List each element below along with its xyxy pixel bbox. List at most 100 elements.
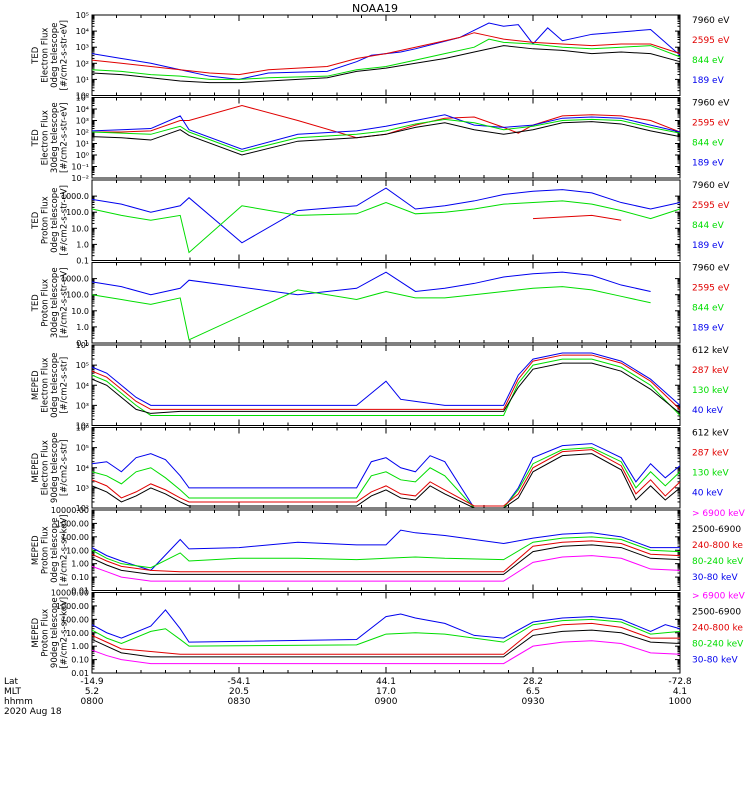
y-tick-label: 100.00 bbox=[61, 615, 89, 624]
series-blue bbox=[91, 22, 681, 80]
panel-4: 0.1 1.0 10.0 100.0 1000.0 TED Proton Flux 30deg… bbox=[31, 262, 730, 348]
series-blue bbox=[91, 271, 651, 296]
y-tick-label: 10⁴ bbox=[76, 27, 89, 36]
y-axis-label: 0deg telescope bbox=[50, 518, 60, 583]
panel-frame bbox=[91, 14, 681, 96]
y-tick-label: 10⁰ bbox=[76, 151, 89, 160]
y-tick-label: 10⁻² bbox=[71, 174, 89, 183]
x-row-value: 0830 bbox=[228, 697, 251, 707]
legend-entry: 844 eV bbox=[692, 139, 725, 149]
series-black bbox=[91, 544, 681, 575]
x-row-value: 17.0 bbox=[376, 687, 396, 697]
x-row-value: 44.1 bbox=[376, 677, 396, 687]
y-tick-label: 10¹ bbox=[76, 75, 89, 84]
legend-entry: 287 keV bbox=[692, 366, 729, 376]
x-row-value: 0930 bbox=[522, 697, 545, 707]
series-blue bbox=[91, 529, 680, 571]
series-magenta bbox=[91, 640, 681, 665]
legend-entry: 189 eV bbox=[692, 159, 725, 169]
x-row-value: -14.9 bbox=[80, 677, 104, 687]
series-blue bbox=[91, 443, 681, 509]
series-green bbox=[91, 200, 681, 254]
y-tick-label: 10² bbox=[76, 422, 89, 431]
series-magenta bbox=[91, 555, 681, 582]
y-tick-label: 10⁴ bbox=[76, 464, 89, 473]
panel-5: 10² 10³ 10⁴ 10⁵ 10⁶ MEPED Electron Flux 0deg te… bbox=[31, 341, 729, 431]
y-tick-label: 1000.0 bbox=[61, 275, 89, 284]
legend-entry: > 6900 keV bbox=[692, 509, 746, 519]
x-row-name: Lat bbox=[4, 677, 19, 687]
y-tick-label: 10² bbox=[76, 59, 89, 68]
legend-entry: 844 eV bbox=[692, 56, 725, 66]
y-axis-label: TED bbox=[31, 294, 41, 313]
y-tick-label: 1.0 bbox=[76, 240, 89, 249]
y-axis-label: [#/cm2-s-str-eV] bbox=[60, 20, 70, 90]
y-tick-label: 10.00 bbox=[66, 546, 89, 555]
date-label: 2020 Aug 18 bbox=[4, 707, 62, 717]
y-tick-label: 0.10 bbox=[71, 656, 89, 665]
y-tick-label: 1000.00 bbox=[56, 519, 89, 528]
panel-frame bbox=[91, 344, 681, 426]
panel-frame bbox=[91, 179, 681, 261]
legend-entry: 30-80 keV bbox=[692, 573, 738, 583]
y-axis-label: MEPED bbox=[31, 370, 41, 400]
legend-entry: 30-80 keV bbox=[692, 656, 738, 666]
legend-entry: 80-240 keV bbox=[692, 557, 744, 567]
y-tick-label: 10³ bbox=[76, 117, 89, 126]
y-tick-label: 1.00 bbox=[71, 642, 89, 651]
x-row-value: 20.5 bbox=[229, 687, 249, 697]
legend-entry: 2595 eV bbox=[692, 284, 730, 294]
legend-entry: 2595 eV bbox=[692, 201, 730, 211]
y-tick-label: 0.01 bbox=[71, 587, 89, 596]
legend-entry: 40 keV bbox=[692, 489, 724, 499]
y-tick-label: 10.0 bbox=[71, 224, 89, 233]
y-tick-label: 10000.00 bbox=[51, 589, 89, 598]
panel-8: 0.01 0.10 1.00 10.00 100.00 1000.00 10000.00 ME… bbox=[31, 589, 746, 679]
series-green bbox=[91, 118, 681, 153]
x-row-value: -72.8 bbox=[668, 677, 692, 687]
legend-entry: 40 keV bbox=[692, 406, 724, 416]
legend-entry: 130 keV bbox=[692, 386, 729, 396]
series-black bbox=[91, 121, 681, 156]
y-axis-label: Electron Flux bbox=[41, 110, 51, 165]
series-black bbox=[91, 45, 681, 84]
series-black bbox=[91, 629, 681, 658]
y-tick-label: 10.00 bbox=[66, 629, 89, 638]
y-axis-label: TED bbox=[31, 211, 41, 230]
series-green bbox=[91, 286, 651, 341]
y-axis-label: Proton Flux bbox=[41, 196, 51, 244]
series-red bbox=[91, 540, 681, 573]
series-blue bbox=[91, 352, 681, 406]
legend-entry: 287 keV bbox=[692, 449, 729, 459]
x-row-value: 6.5 bbox=[526, 687, 540, 697]
y-axis-label: Electron Flux bbox=[41, 28, 51, 83]
y-axis-label: TED bbox=[31, 129, 41, 148]
y-tick-label: 10⁰ bbox=[76, 92, 89, 101]
y-tick-label: 1000.00 bbox=[56, 602, 89, 611]
x-row-value: 1000 bbox=[669, 697, 692, 707]
series-red bbox=[91, 354, 681, 410]
series-blue bbox=[91, 187, 681, 244]
y-tick-label: 10³ bbox=[76, 401, 89, 410]
y-tick-label: 0.1 bbox=[76, 339, 89, 348]
legend-entry: 2595 eV bbox=[692, 36, 730, 46]
x-row-value: 0900 bbox=[375, 697, 398, 707]
x-row-name: hhmm bbox=[4, 697, 33, 707]
panel-frame bbox=[91, 592, 681, 674]
legend-entry: 2595 eV bbox=[692, 119, 730, 129]
series-green bbox=[91, 618, 681, 647]
y-tick-label: 10¹ bbox=[76, 140, 89, 149]
x-row-value: 5.2 bbox=[85, 687, 99, 697]
series-green bbox=[91, 358, 681, 416]
y-axis-label: [#/cm2-s-sr-keV] bbox=[60, 514, 70, 586]
y-tick-label: 10⁴ bbox=[76, 381, 89, 390]
y-axis-label: [#/cm2-s-str-eV] bbox=[60, 268, 70, 338]
panel-6: 10² 10³ 10⁴ 10⁵ 10⁶ MEPED Electron Flux 90deg t… bbox=[31, 424, 729, 514]
y-axis-label: 0deg telescope bbox=[50, 353, 60, 418]
legend-entry: 2500-6900 bbox=[692, 608, 741, 618]
y-tick-label: 0.10 bbox=[71, 573, 89, 582]
y-axis-label: [#/cm2-s-str-eV] bbox=[60, 185, 70, 255]
y-tick-label: 1000.0 bbox=[61, 192, 89, 201]
y-tick-label: 10³ bbox=[76, 43, 89, 52]
